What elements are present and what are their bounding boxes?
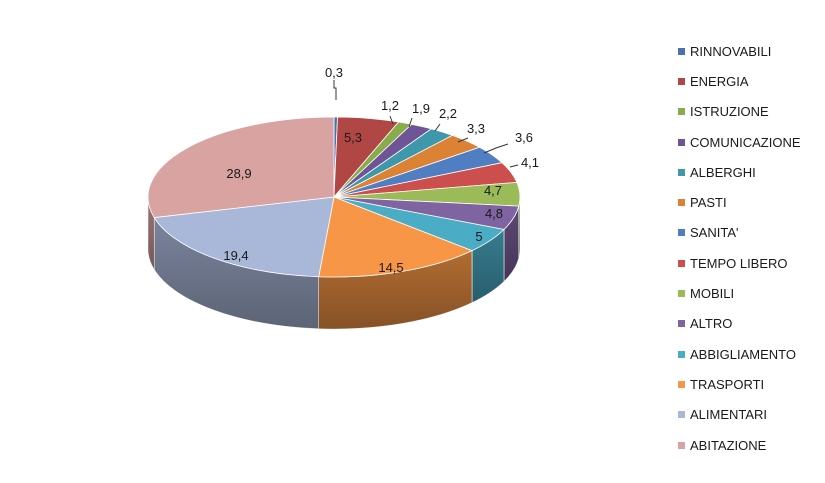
leader-line-rinnovabili [333,80,337,100]
legend-item-mobili: MOBILI [678,278,823,308]
data-label-altro: 4,8 [485,206,503,221]
legend-swatch [678,168,685,176]
legend-swatch [678,350,685,358]
legend-item-altro: ALTRO [678,309,823,339]
pie-side-shade-altro [503,206,519,282]
legend-swatch [678,411,685,419]
data-label-alberghi: 2,2 [439,106,457,121]
data-labels: 0,3 5,3 1,2 1,9 2,2 3,3 3,6 4,1 4,7 4,85 14,5 19,4 2… [223,65,539,275]
legend-item-abbigliamento: ABBIGLIAMENTO [678,339,823,369]
chart-legend: RINNOVABILI ENERGIA ISTRUZIONE COMUNICAZION… [678,36,823,460]
legend-label: ABBIGLIAMENTO [690,346,796,362]
legend-item-rinnovabili: RINNOVABILI [678,36,823,66]
legend-label: ABITAZIONE [690,437,767,453]
legend-swatch [678,47,685,55]
legend-item-comunicazione: COMUNICAZIONE [678,127,823,157]
legend-label: ENERGIA [690,73,749,89]
legend-label: TRASPORTI [690,376,765,392]
legend-swatch [678,290,685,298]
legend-label: ALTRO [690,316,733,332]
legend-label: MOBILI [690,286,735,302]
data-label-alimentari: 19,4 [223,248,248,263]
legend-swatch [678,441,685,449]
pie-side-shade-mobili [518,197,520,259]
legend-swatch [678,138,685,146]
pie-slice-alimentari [153,196,335,278]
pie-sides [147,196,521,330]
legend-item-alberghi: ALBERGHI [678,157,823,187]
data-label-energia: 5,3 [344,130,362,145]
pie-side-shade-alimentari [154,217,319,329]
legend-label: ALBERGHI [690,164,756,180]
legend-label: PASTI [690,195,727,211]
data-label-abbigliamento: 5 [475,229,482,244]
legend-label: COMUNICAZIONE [690,134,801,150]
pie-tops [147,116,521,278]
legend-item-energia: ENERGIA [678,66,823,96]
legend-swatch [678,380,685,388]
legend-swatch [678,229,685,237]
legend-item-pasti: PASTI [678,187,823,217]
legend-label: RINNOVABILI [690,43,772,59]
legend-item-tempo-libero: TEMPO LIBERO [678,248,823,278]
data-label-abitazione: 28,9 [226,166,251,181]
data-label-istruzione: 1,2 [381,98,399,113]
legend-item-trasporti: TRASPORTI [678,369,823,399]
pie-side-shade-abbigliamento [472,229,504,303]
data-label-pasti: 3,3 [467,121,485,136]
legend-label: ALIMENTARI [690,407,768,423]
leader-lines [333,80,519,168]
data-label-tempo-libero: 4,1 [521,155,539,170]
legend-swatch [678,259,685,267]
legend-label: TEMPO LIBERO [690,255,788,271]
pie-side-shade-trasporti [318,250,473,329]
leader-line-comunicazione [408,117,413,128]
legend-label: SANITA' [690,225,739,241]
pie-slice-abitazione [147,116,335,218]
leader-line-tempo-libero [509,164,519,168]
leader-line-pasti [457,137,469,143]
legend-swatch [678,77,685,85]
legend-item-sanita: SANITA' [678,218,823,248]
data-label-trasporti: 14,5 [378,260,403,275]
legend-swatch [678,199,685,207]
legend-label: ISTRUZIONE [690,104,769,120]
legend-item-alimentari: ALIMENTARI [678,400,823,430]
data-label-comunicazione: 1,9 [412,101,430,116]
data-label-mobili: 4,7 [484,183,502,198]
legend-swatch [678,320,685,328]
data-label-sanita: 3,6 [515,130,533,145]
legend-item-istruzione: ISTRUZIONE [678,97,823,127]
leader-line-sanita [483,143,509,154]
leader-line-istruzione [389,115,394,125]
pie-slice-trasporti [318,196,474,278]
legend-swatch [678,108,685,116]
legend-item-abitazione: ABITAZIONE [678,430,823,460]
data-label-rinnovabili: 0,3 [325,65,343,80]
leader-line-alberghi [434,123,441,132]
